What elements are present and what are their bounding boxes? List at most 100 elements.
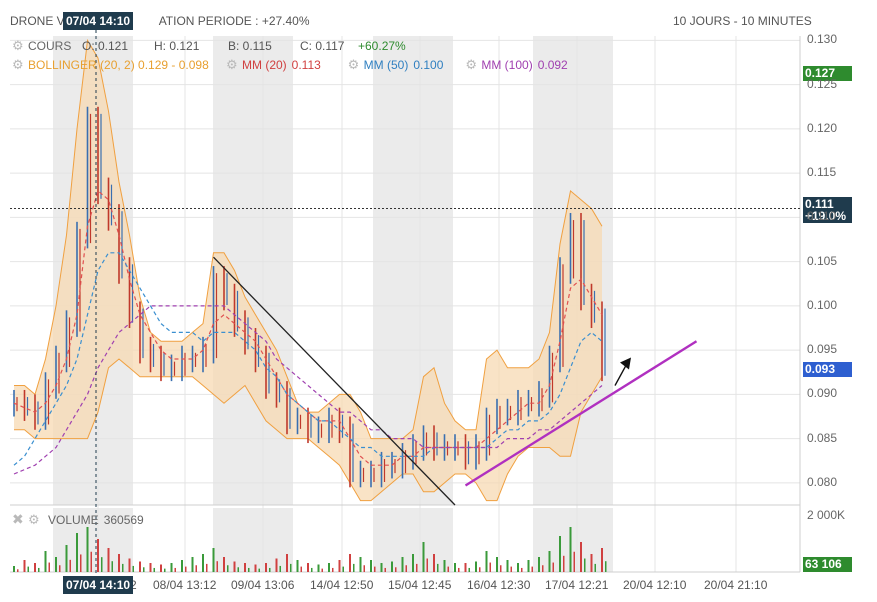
volume-bar bbox=[468, 567, 470, 572]
cursor-price-tag: 0.127 bbox=[803, 66, 852, 81]
y-tick-label: 0.090 bbox=[807, 386, 838, 401]
volume-bar bbox=[13, 566, 15, 572]
volume-bar bbox=[17, 569, 19, 572]
volume-bar bbox=[395, 567, 397, 572]
legend-volume-label: VOLUME bbox=[48, 512, 99, 527]
volume-bar bbox=[458, 567, 460, 572]
volume-bar bbox=[44, 551, 47, 572]
volume-bar bbox=[384, 567, 386, 572]
volume-bar bbox=[244, 563, 246, 572]
gear-icon[interactable]: ⚙ bbox=[28, 511, 40, 527]
volume-bar bbox=[321, 568, 323, 572]
volume-bar bbox=[506, 560, 509, 572]
volume-bar bbox=[170, 563, 173, 572]
volume-bar bbox=[464, 563, 467, 572]
volume-bar bbox=[584, 558, 586, 572]
volume-bar bbox=[269, 567, 271, 572]
y-tick-label: 0.085 bbox=[807, 430, 838, 445]
volume-bar bbox=[265, 563, 267, 572]
legend-mm100-value: 0.092 bbox=[537, 58, 568, 72]
volume-bar bbox=[542, 565, 544, 572]
volume-bar bbox=[538, 557, 540, 572]
reference-price: 0.111 bbox=[805, 197, 834, 211]
x-tick-label: 20/04 21:10 bbox=[704, 578, 768, 592]
y-tick-label: 0.110 bbox=[807, 209, 837, 224]
legend-row-indicators: ⚙ BOLLINGER (20, 2) 0.129 - 0.098 ⚙ MM (… bbox=[12, 57, 568, 73]
x-tick-label: 16/04 12:30 bbox=[467, 578, 531, 592]
volume-bar bbox=[227, 565, 229, 572]
legend-mm20-label: MM (20) bbox=[242, 58, 287, 72]
mm100-line bbox=[13, 305, 603, 475]
gear-icon[interactable]: ⚙ bbox=[12, 38, 24, 53]
volume-bar bbox=[527, 560, 530, 572]
chart-title-right: ATION PERIODE : +27.40% bbox=[158, 14, 310, 28]
volume-bar bbox=[391, 561, 393, 572]
close-icon[interactable]: ✖ bbox=[12, 511, 24, 527]
volume-bar bbox=[517, 563, 519, 572]
last-volume-tag: 63 106 bbox=[803, 557, 852, 572]
legend-close: C: 0.117 bbox=[300, 39, 345, 53]
day-band-volume bbox=[533, 508, 613, 572]
volume-bar bbox=[195, 565, 197, 572]
legend-row-volume: ✖ ⚙ VOLUME 360569 bbox=[12, 511, 144, 528]
volume-bar bbox=[605, 561, 607, 572]
y-tick-label: 0.080 bbox=[807, 474, 838, 489]
volume-bar bbox=[531, 566, 533, 572]
legend-bollinger: BOLLINGER (20, 2) 0.129 - 0.098 bbox=[28, 58, 209, 72]
volume-bar bbox=[563, 555, 565, 572]
volume-bar bbox=[233, 561, 236, 572]
x-tick-label: 09/04 13:06 bbox=[231, 578, 295, 592]
volume-bar bbox=[202, 554, 204, 572]
volume-bar bbox=[111, 561, 113, 572]
last-price-tag: 0.093 bbox=[803, 362, 852, 377]
volume-bar bbox=[27, 566, 29, 572]
y-tick-label: 0.120 bbox=[807, 120, 838, 135]
volume-bar bbox=[191, 557, 194, 572]
x-tick-label: 15/04 12:45 bbox=[388, 578, 452, 592]
volume-bar bbox=[164, 568, 166, 572]
volume-bar bbox=[374, 566, 376, 572]
volume-bar bbox=[48, 562, 50, 572]
y-tick-label: 0.095 bbox=[807, 342, 838, 357]
cursor-time-tag-bottom: 07/04 14:10 bbox=[63, 576, 134, 594]
volume-bar bbox=[212, 548, 215, 572]
volume-bar bbox=[286, 554, 288, 572]
volume-bar bbox=[370, 560, 372, 572]
volume-bar bbox=[426, 558, 428, 572]
legend-volume-value: 360569 bbox=[103, 512, 144, 527]
mm50-line bbox=[13, 252, 603, 466]
arrow-icon bbox=[614, 363, 628, 386]
volume-bar bbox=[248, 567, 250, 572]
x-tick-label: 08/04 13:12 bbox=[153, 578, 217, 592]
time-range-label[interactable]: 10 JOURS - 10 MINUTES bbox=[673, 14, 812, 28]
volume-bar bbox=[363, 565, 365, 572]
volume-bar bbox=[349, 554, 351, 572]
volume-bar bbox=[185, 566, 187, 572]
gear-icon[interactable]: ⚙ bbox=[465, 57, 477, 72]
volume-bar bbox=[317, 564, 320, 572]
volume-bar bbox=[69, 559, 71, 572]
legend-open: O: 0.121 bbox=[82, 39, 129, 53]
volume-bar bbox=[500, 565, 502, 572]
volume-bar bbox=[510, 566, 512, 572]
volume-bar bbox=[181, 560, 183, 572]
gear-icon[interactable]: ⚙ bbox=[226, 57, 238, 72]
volume-bar bbox=[90, 551, 92, 572]
volume-bar bbox=[80, 554, 82, 572]
volume-bar bbox=[38, 567, 40, 572]
volume-bar bbox=[275, 558, 278, 572]
volume-bar bbox=[433, 554, 435, 572]
volume-bar bbox=[338, 560, 341, 572]
volume-bar bbox=[548, 551, 551, 572]
volume-bar bbox=[65, 545, 68, 572]
legend-change: +60.27% bbox=[358, 39, 406, 53]
volume-bar bbox=[496, 557, 498, 572]
volume-bar bbox=[416, 563, 418, 572]
gear-icon[interactable]: ⚙ bbox=[347, 57, 360, 72]
legend-row-cours: ⚙ COURS O: 0.121 H: 0.121 B: 0.115 C: 0.… bbox=[12, 38, 406, 54]
gear-icon[interactable]: ⚙ bbox=[12, 57, 24, 72]
volume-bar bbox=[300, 566, 302, 572]
volume-bar bbox=[443, 560, 446, 572]
